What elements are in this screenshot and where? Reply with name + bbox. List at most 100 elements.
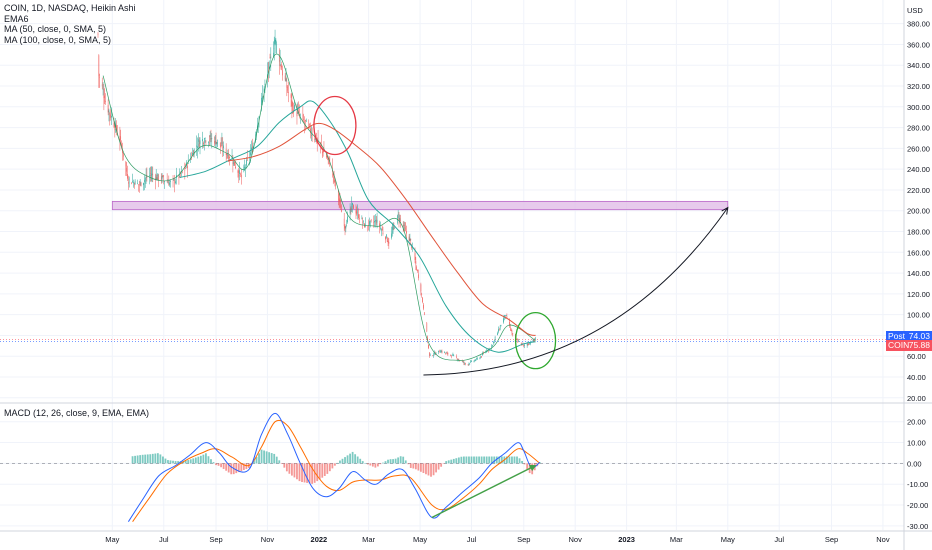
macd-tick-label: 0.00	[907, 459, 922, 468]
macd-histogram-bar	[197, 456, 200, 464]
coin-price-badge: COIN 75.88	[886, 340, 932, 351]
candle-body	[447, 353, 449, 355]
macd-histogram-bar	[220, 463, 222, 468]
macd-histogram-bar	[488, 456, 491, 464]
candle-body	[468, 363, 470, 365]
candle-body	[381, 229, 383, 231]
macd-histogram-bar	[500, 456, 503, 464]
candle-body	[523, 345, 525, 346]
macd-signal-line	[132, 419, 541, 522]
candle-body	[250, 152, 251, 156]
macd-histogram-bar	[366, 463, 369, 465]
macd-histogram-bar	[316, 463, 319, 482]
candle-body	[409, 238, 411, 241]
candle-body	[122, 153, 124, 157]
candle-body	[191, 157, 192, 159]
candle-body	[344, 225, 346, 229]
candle-body	[167, 182, 169, 184]
candle-body	[155, 175, 157, 179]
macd-histogram-bar	[457, 457, 460, 464]
candle-body	[163, 178, 165, 180]
axes: USD20.0040.0060.0080.00100.00120.00140.0…	[105, 6, 930, 544]
macd-trend-arrow[interactable]	[431, 464, 536, 519]
candle-body	[149, 172, 151, 174]
candle-body	[215, 140, 217, 144]
post-badge-value: 74.03	[908, 331, 930, 341]
candle-body	[214, 137, 216, 140]
macd-histogram-bar	[452, 458, 455, 464]
candle-body	[482, 353, 484, 355]
candle-body	[509, 327, 511, 328]
resistance-zone[interactable]	[111, 200, 729, 211]
macd-histogram-bar	[174, 461, 177, 464]
candle-body	[530, 343, 531, 344]
candle-body	[429, 354, 431, 356]
candle-body	[323, 151, 325, 152]
macd-histogram-bar	[384, 461, 387, 464]
candle-body	[408, 236, 410, 242]
candle-body	[173, 178, 175, 180]
legend-ma50: MA (50, close, 0, SMA, 5)	[4, 24, 107, 34]
candle-body	[338, 198, 340, 201]
macd-histogram-bar	[523, 463, 526, 465]
macd-histogram-bar	[167, 460, 169, 464]
candle-body	[184, 169, 186, 171]
projection-curve-arrow[interactable]	[423, 207, 729, 376]
candle-body	[388, 242, 390, 244]
annotations[interactable]	[313, 95, 729, 376]
macd-histogram-bar	[136, 455, 139, 464]
candle-body	[509, 321, 510, 327]
candle-body	[279, 60, 281, 62]
time-tick-label: Mar	[362, 535, 375, 544]
candle-body	[462, 361, 464, 363]
candle-body	[278, 54, 280, 63]
candle-body	[251, 149, 253, 153]
candle-body	[450, 354, 451, 356]
time-tick-label: May	[105, 535, 119, 544]
macd-histogram-bar	[485, 456, 488, 464]
macd-histogram-bar	[374, 463, 377, 468]
candle-body	[220, 145, 222, 147]
candle-body	[343, 218, 345, 227]
candle-body	[269, 57, 271, 59]
candle-body	[310, 128, 311, 134]
macd-histogram-bar	[334, 463, 336, 466]
candle-body	[110, 114, 111, 118]
macd-histogram-bar	[495, 456, 498, 464]
candle-body	[199, 140, 201, 145]
candle-body	[516, 339, 518, 340]
candle-body	[291, 100, 293, 107]
candle-body	[398, 218, 400, 221]
macd-tick-label: 10.00	[907, 439, 926, 448]
macd-histogram-bar	[146, 454, 149, 464]
candle-body	[109, 113, 111, 115]
red-circle-annotation[interactable]	[313, 95, 357, 156]
candle-body	[465, 363, 466, 365]
macd-histogram-bar	[187, 460, 190, 464]
candle-body	[498, 329, 499, 332]
macd-histogram-bar	[151, 453, 154, 464]
macd-histogram-bar	[215, 463, 217, 466]
resistance-zone-rect[interactable]	[111, 200, 729, 211]
candle-body	[103, 95, 105, 99]
macd-histogram-bar	[526, 463, 529, 470]
candle-body	[311, 135, 313, 136]
candle-body	[151, 173, 153, 175]
price-tick-label: 100.00	[907, 311, 930, 320]
macd-histogram-bar	[498, 456, 501, 464]
candle-body	[240, 173, 241, 175]
macd-histogram-bar	[349, 453, 351, 464]
candle-body	[392, 227, 394, 230]
candle-body	[356, 212, 358, 214]
time-tick-label: Nov	[876, 535, 890, 544]
green-circle-annotation[interactable]	[514, 311, 557, 370]
candle-body	[504, 315, 505, 318]
macd-histogram-bar	[184, 460, 187, 464]
price-tick-label: 220.00	[907, 186, 930, 195]
macd-histogram-bar	[412, 463, 415, 469]
candle-body	[231, 157, 233, 159]
currency-label: USD	[907, 6, 923, 15]
candle-body	[414, 253, 416, 260]
macd-histogram-bar	[480, 456, 483, 464]
